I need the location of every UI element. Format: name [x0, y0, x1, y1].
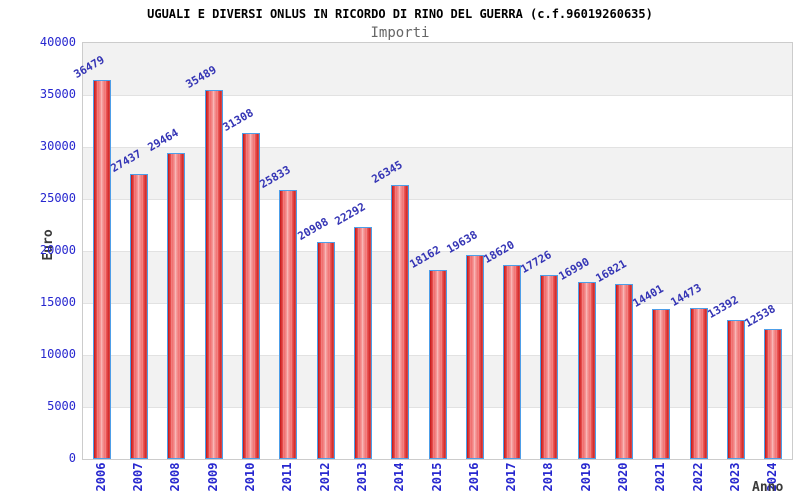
background-band: [83, 95, 792, 147]
bar-2022: [689, 308, 708, 459]
x-tick-label-2007: 2007: [130, 462, 145, 492]
y-tick-label: 30000: [39, 139, 76, 153]
x-axis-label: Anno: [752, 480, 784, 495]
bar-2016: [465, 254, 484, 459]
bar-2018: [540, 274, 559, 459]
y-tick-label: 5000: [47, 399, 76, 413]
plot-area: 36479 27437 29464 35489 31308 25833 20908 22292…: [71, 42, 793, 460]
bar-gradient-stripes: [429, 271, 446, 458]
x-tick-label-2008: 2008: [168, 462, 183, 492]
y-tick-label: 25000: [39, 191, 76, 205]
gridline: [83, 199, 792, 200]
bar-2014: [391, 185, 410, 459]
bar-2023: [727, 319, 746, 459]
bar-gradient-stripes: [541, 275, 558, 458]
chart-subtitle: Importi: [370, 25, 430, 41]
x-tick-label-2022: 2022: [690, 462, 705, 492]
bar-2021: [652, 309, 671, 459]
chart-title: UGUALI E DIVERSI ONLUS IN RICORDO DI RIN…: [147, 7, 653, 21]
x-tick-label-2015: 2015: [429, 462, 444, 492]
bar-2006: [92, 79, 111, 459]
x-tick-label-2023: 2023: [728, 462, 743, 492]
bar-gradient-stripes: [690, 309, 707, 458]
bar-2013: [353, 227, 372, 459]
bar-2020: [615, 284, 634, 459]
x-tick-label-2021: 2021: [653, 462, 668, 492]
bar-2008: [167, 152, 186, 459]
bar-gradient-stripes: [466, 255, 483, 458]
bar-gradient-stripes: [354, 228, 371, 458]
bar-gradient-stripes: [392, 186, 409, 458]
bar-2011: [279, 190, 298, 459]
x-tick-label-2020: 2020: [616, 462, 631, 492]
x-tick-label-2016: 2016: [466, 462, 481, 492]
bar-gradient-stripes: [168, 153, 185, 458]
bar-gradient-stripes: [578, 283, 595, 458]
y-tick-label: 0: [68, 451, 76, 465]
bar-gradient-stripes: [242, 134, 259, 458]
x-tick-label-2018: 2018: [541, 462, 556, 492]
background-band: [83, 43, 792, 95]
bar-gradient-stripes: [616, 285, 633, 458]
y-tick-label: 15000: [39, 295, 76, 309]
bar-gradient-stripes: [317, 242, 334, 458]
gridline: [83, 95, 792, 96]
bar-2019: [577, 282, 596, 459]
x-tick-label-2013: 2013: [354, 462, 369, 492]
x-tick-label-2014: 2014: [392, 462, 407, 492]
x-tick-label-2019: 2019: [578, 462, 593, 492]
bar-2024: [764, 328, 783, 459]
bar-2009: [204, 89, 223, 459]
bar-gradient-stripes: [205, 90, 222, 458]
bar-2017: [503, 265, 522, 459]
bar-gradient-stripes: [130, 174, 147, 458]
gridline: [83, 147, 792, 148]
x-tick-label-2012: 2012: [317, 462, 332, 492]
bar-2012: [316, 241, 335, 459]
y-tick-label: 35000: [39, 87, 76, 101]
bar-gradient-stripes: [653, 310, 670, 458]
x-tick-label-2009: 2009: [205, 462, 220, 492]
y-tick-label: 20000: [39, 243, 76, 257]
background-band: [83, 147, 792, 199]
bar-gradient-stripes: [504, 266, 521, 458]
x-tick-label-2006: 2006: [93, 462, 108, 492]
bar-gradient-stripes: [728, 320, 745, 458]
y-tick-label: 40000: [39, 35, 76, 49]
y-tick-label: 10000: [39, 347, 76, 361]
bar-2010: [241, 133, 260, 459]
x-tick-label-2011: 2011: [280, 462, 295, 492]
x-tick-label-2010: 2010: [242, 462, 257, 492]
gridline: [83, 251, 792, 252]
bar-gradient-stripes: [765, 329, 782, 458]
bar-gradient-stripes: [93, 80, 110, 458]
background-band: [83, 199, 792, 251]
bar-2015: [428, 270, 447, 459]
bar-gradient-stripes: [280, 191, 297, 458]
x-tick-label-2017: 2017: [504, 462, 519, 492]
bar-2007: [129, 173, 148, 459]
